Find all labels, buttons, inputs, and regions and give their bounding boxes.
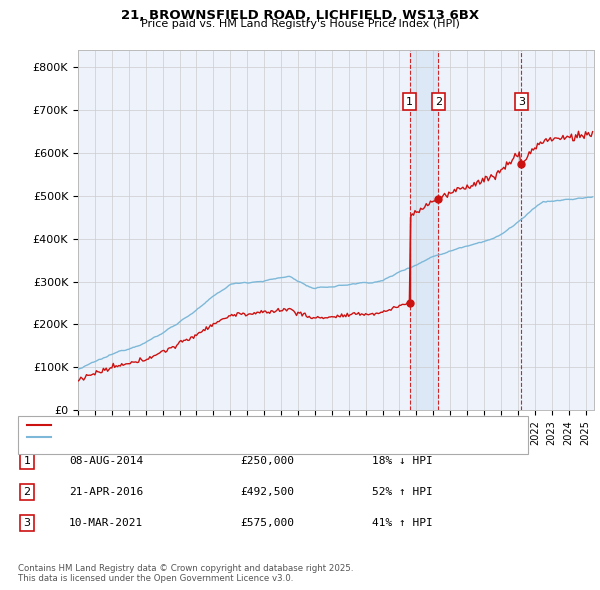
Text: 21-APR-2016: 21-APR-2016 <box>69 487 143 497</box>
Text: 08-AUG-2014: 08-AUG-2014 <box>69 457 143 466</box>
Text: 10-MAR-2021: 10-MAR-2021 <box>69 518 143 527</box>
Text: 1: 1 <box>406 97 413 107</box>
Text: 2: 2 <box>23 487 31 497</box>
Text: Contains HM Land Registry data © Crown copyright and database right 2025.
This d: Contains HM Land Registry data © Crown c… <box>18 563 353 583</box>
Text: 1: 1 <box>23 457 31 466</box>
Text: 21, BROWNSFIELD ROAD, LICHFIELD, WS13 6BX (detached house): 21, BROWNSFIELD ROAD, LICHFIELD, WS13 6B… <box>57 419 382 430</box>
Text: Price paid vs. HM Land Registry's House Price Index (HPI): Price paid vs. HM Land Registry's House … <box>140 19 460 30</box>
Text: 21, BROWNSFIELD ROAD, LICHFIELD, WS13 6BX: 21, BROWNSFIELD ROAD, LICHFIELD, WS13 6B… <box>121 9 479 22</box>
Text: HPI: Average price, detached house, Lichfield: HPI: Average price, detached house, Lich… <box>57 432 279 442</box>
Text: 52% ↑ HPI: 52% ↑ HPI <box>372 487 433 497</box>
Text: 41% ↑ HPI: 41% ↑ HPI <box>372 518 433 527</box>
Text: 3: 3 <box>518 97 525 107</box>
Text: 2: 2 <box>435 97 442 107</box>
Text: 18% ↓ HPI: 18% ↓ HPI <box>372 457 433 466</box>
Text: £575,000: £575,000 <box>240 518 294 527</box>
Bar <box>410 50 439 410</box>
Text: £250,000: £250,000 <box>240 457 294 466</box>
Text: £492,500: £492,500 <box>240 487 294 497</box>
Text: 3: 3 <box>23 518 31 527</box>
